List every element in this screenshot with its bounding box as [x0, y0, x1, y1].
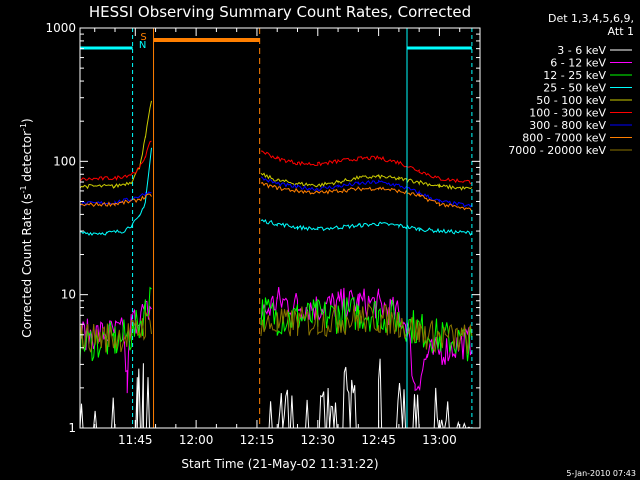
series-lines	[79, 100, 473, 429]
series-line-4-seg-1	[260, 172, 473, 191]
legend-label-5: 100 - 300 keV	[529, 107, 606, 120]
legend-label-2: 12 - 25 keV	[543, 69, 606, 82]
x-axis-label: Start Time (21-May-02 11:31:22)	[181, 457, 378, 471]
plot-frame	[79, 27, 481, 429]
chart-title: HESSI Observing Summary Count Rates, Cor…	[89, 3, 471, 21]
legend-label-7: 800 - 7000 keV	[522, 132, 606, 145]
series-line-0-seg-0	[79, 363, 152, 429]
series-line-3-seg-1	[260, 219, 473, 236]
y-tick-label-1: 10	[61, 288, 76, 302]
series-line-6-seg-1	[260, 176, 473, 208]
series-line-2-seg-0	[79, 286, 152, 362]
x-tick-label-0: 11:45	[118, 433, 153, 447]
series-line-7-seg-0	[79, 193, 152, 208]
series-line-8-seg-1	[260, 302, 473, 354]
legend-label-3: 25 - 50 keV	[543, 82, 606, 95]
x-ticks: 11:45 12:00 12:15 12:30 12:45 13:00	[94, 28, 481, 447]
x-tick-label-1: 12:00	[179, 433, 214, 447]
x-tick-label-4: 12:45	[361, 433, 396, 447]
y-ticks: 1 10 100 1000	[45, 21, 480, 435]
legend-header-line1: Det 1,3,4,5,6,9,	[548, 12, 634, 25]
series-line-4-seg-0	[79, 100, 152, 190]
series-line-6-seg-0	[79, 191, 152, 207]
y-tick-label-2: 100	[53, 154, 76, 168]
legend-label-1: 6 - 12 keV	[550, 57, 606, 70]
series-line-3-seg-0	[79, 147, 152, 236]
series-line-8-seg-0	[79, 309, 152, 353]
y-axis-label: Corrected Count Rate (s-1 detector-1)	[19, 118, 34, 337]
x-tick-label-3: 12:30	[300, 433, 335, 447]
flag-s-label: S	[140, 32, 146, 43]
legend-label-8: 7000 - 20000 keV	[508, 144, 606, 157]
series-line-2-seg-1	[260, 297, 473, 362]
legend-label-0: 3 - 6 keV	[557, 44, 606, 57]
boundary-lines	[79, 28, 473, 428]
series-line-7-seg-1	[260, 181, 473, 213]
x-tick-label-5: 13:00	[422, 433, 457, 447]
timestamp: 5-Jan-2010 07:43	[566, 469, 636, 478]
series-line-0-seg-1	[268, 358, 472, 429]
legend-label-4: 50 - 100 keV	[536, 94, 606, 107]
legend-header-line2: Att 1	[608, 25, 634, 38]
x-tick-label-2: 12:15	[240, 433, 275, 447]
legend-label-6: 300 - 800 keV	[529, 119, 606, 132]
series-line-5-seg-1	[260, 150, 472, 185]
y-tick-label-3: 1000	[45, 21, 76, 35]
flag-bars: NS	[80, 32, 472, 51]
series-line-5-seg-0	[79, 140, 152, 182]
flag-n-label: N	[139, 40, 146, 51]
y-tick-label-0: 1	[68, 421, 76, 435]
